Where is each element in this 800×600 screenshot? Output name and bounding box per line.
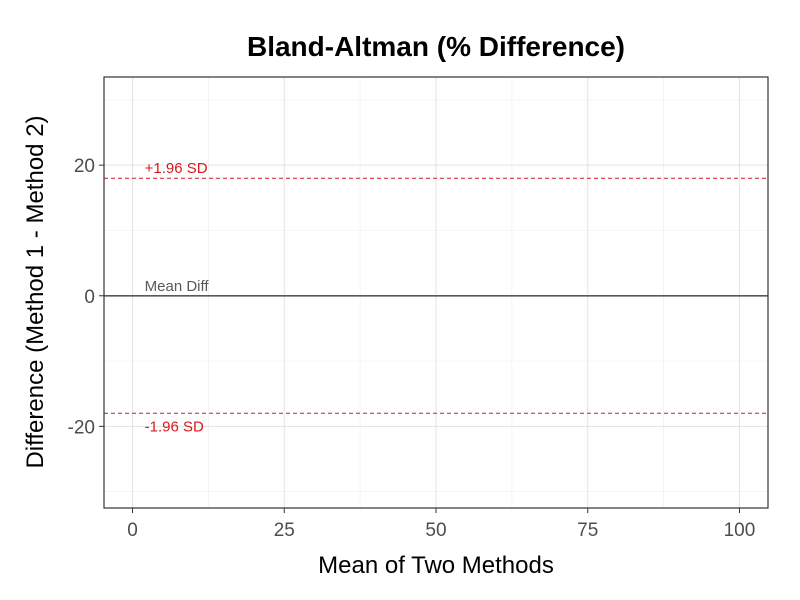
- y-tick-label: -20: [68, 417, 95, 438]
- x-tick-label: 50: [425, 520, 446, 541]
- x-tick-label: 100: [724, 520, 756, 541]
- x-tick-label: 75: [577, 520, 598, 541]
- y-tick-label: 20: [74, 156, 95, 177]
- ref-label-mean-diff: Mean Diff: [145, 278, 210, 295]
- reference-line-labels: Mean Diff +1.96 SD -1.96 SD: [145, 160, 210, 435]
- y-axis-title: Difference (Method 1 - Method 2): [22, 115, 49, 468]
- chart-title: Bland-Altman (% Difference): [247, 31, 625, 62]
- x-axis-ticks: 0 25 50 75 100: [127, 508, 755, 541]
- ref-label-1-96-sd: +1.96 SD: [145, 160, 208, 177]
- y-tick-label: 0: [84, 287, 95, 308]
- x-tick-label: 25: [274, 520, 295, 541]
- ref-label-1-96-sd: -1.96 SD: [145, 418, 204, 435]
- y-axis-ticks: -20 0 20: [68, 156, 104, 438]
- x-tick-label: 0: [127, 520, 138, 541]
- grid: [104, 77, 768, 508]
- x-axis-title: Mean of Two Methods: [318, 552, 554, 579]
- reference-lines: [104, 177, 768, 414]
